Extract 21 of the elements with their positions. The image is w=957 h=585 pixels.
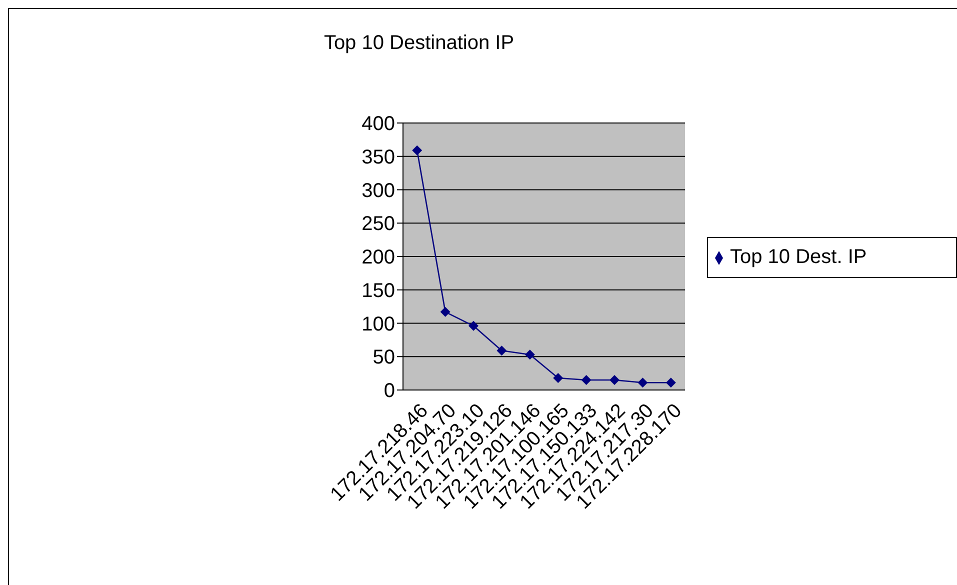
chart-title: Top 10 Destination IP <box>322 32 516 55</box>
y-tick-label: 250 <box>362 213 395 236</box>
y-tick-label: 0 <box>384 380 395 402</box>
point <box>440 306 450 317</box>
point <box>610 374 620 385</box>
y-tick-label: 400 <box>362 113 395 136</box>
y-tick-label: 200 <box>362 246 395 269</box>
point <box>468 320 478 331</box>
point <box>581 374 592 385</box>
point <box>524 350 535 360</box>
point <box>553 372 564 383</box>
legend-label: Top 10 Dest. IP <box>730 246 867 268</box>
point <box>496 346 507 356</box>
y-tick-label: 150 <box>362 280 395 302</box>
y-tick-label: 350 <box>362 146 395 168</box>
y-tick-label: 300 <box>362 180 395 202</box>
point <box>666 378 676 388</box>
point <box>638 378 648 388</box>
point <box>412 145 422 156</box>
y-tick-label: 100 <box>362 313 395 336</box>
y-tick-label: 50 <box>372 346 395 369</box>
